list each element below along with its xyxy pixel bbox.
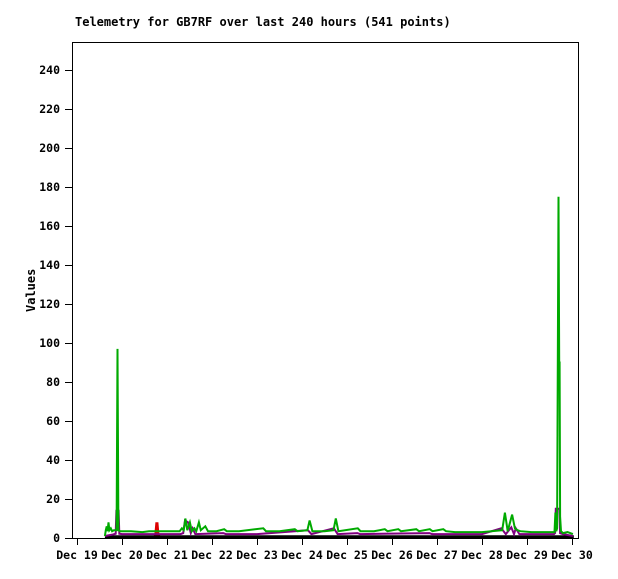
y-tick-label: 0 — [53, 531, 60, 545]
x-tick-label: Dec 30 — [551, 548, 593, 562]
x-tick-label: Dec 25 — [326, 548, 368, 562]
y-tick-label: 140 — [39, 258, 60, 272]
x-tick-label: Dec 23 — [236, 548, 278, 562]
y-tick-label: 200 — [39, 141, 60, 155]
x-tick-label: Dec 24 — [281, 548, 323, 562]
y-tick-label: 40 — [46, 453, 60, 467]
x-tick-label: Dec 20 — [101, 548, 143, 562]
y-tick-label: 100 — [39, 336, 60, 350]
y-tick-label: 80 — [46, 375, 60, 389]
y-tick-label: 20 — [46, 492, 60, 506]
y-tick-label: 240 — [39, 63, 60, 77]
y-tick-label: 120 — [39, 297, 60, 311]
x-tick-label: Dec 21 — [146, 548, 188, 562]
x-tick-label: Dec 26 — [371, 548, 413, 562]
x-tick-label: Dec 29 — [506, 548, 548, 562]
series-channel-purple — [104, 507, 574, 538]
plot-border — [72, 42, 579, 539]
x-tick-label: Dec 22 — [191, 548, 233, 562]
chart-title: Telemetry for GB7RF over last 240 hours … — [75, 15, 451, 29]
x-tick-label: Dec 19 — [56, 548, 98, 562]
y-tick-label: 220 — [39, 102, 60, 116]
x-tick-label: Dec 27 — [416, 548, 458, 562]
y-tick-label: 60 — [46, 414, 60, 428]
y-tick-label: 180 — [39, 180, 60, 194]
x-tick-label: Dec 28 — [461, 548, 503, 562]
series-channel-green — [103, 196, 574, 537]
y-tick-label: 160 — [39, 219, 60, 233]
